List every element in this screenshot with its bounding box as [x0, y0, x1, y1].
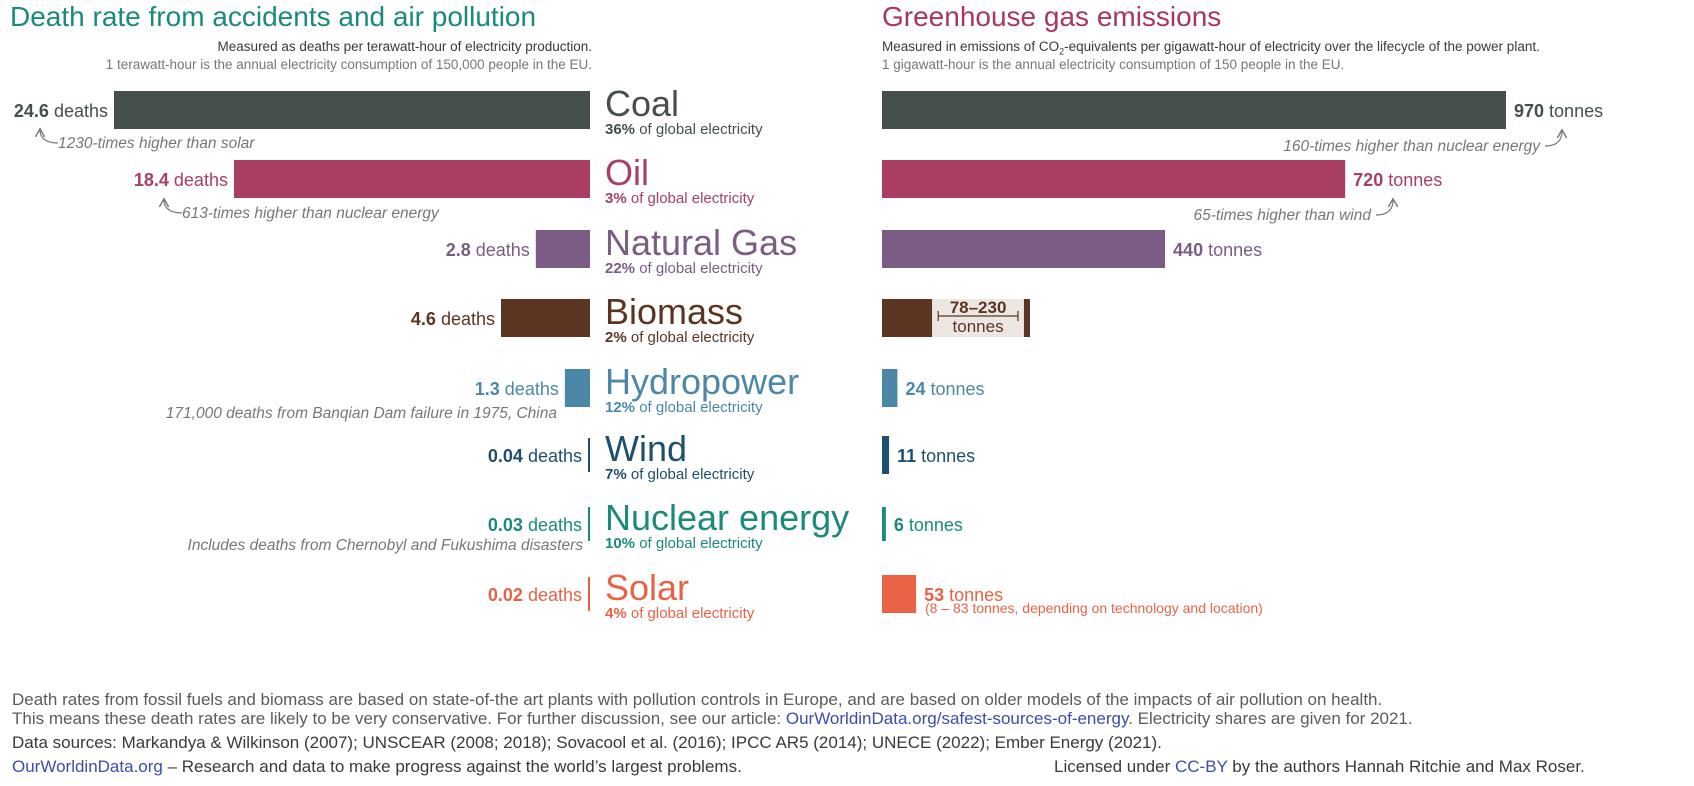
share-label-nuclear-energy: 10% of global electricity — [605, 535, 763, 552]
coal-emissions-note: 160-times higher than nuclear energy — [1283, 138, 1541, 155]
death-bar-coal — [114, 91, 590, 129]
emission-label-natural-gas: 440 tonnes — [1173, 240, 1262, 260]
license-line: Licensed under CC-BY by the authors Hann… — [1054, 757, 1585, 776]
category-name-hydropower: Hydropower — [605, 361, 799, 402]
share-label-coal: 36% of global electricity — [605, 121, 763, 138]
category-name-solar: Solar — [605, 567, 689, 608]
emission-bar-oil — [882, 160, 1346, 198]
share-label-solar: 4% of global electricity — [605, 605, 755, 622]
data-sources: Data sources: Markandya & Wilkinson (200… — [12, 733, 1162, 752]
nuclear-deaths-note: Includes deaths from Chernobyl and Fukus… — [188, 537, 584, 554]
emission-label-solar: 53 tonnes — [924, 585, 1003, 605]
biomass-range-end — [1023, 299, 1030, 337]
death-bar-natural-gas — [535, 230, 590, 268]
death-bar-solar — [588, 577, 590, 611]
death-label-solar: 0.02 deaths — [488, 585, 582, 605]
death-bar-oil — [233, 160, 591, 198]
death-label-oil: 18.4 deaths — [134, 170, 228, 190]
emission-label-hydropower: 24 tonnes — [905, 379, 984, 399]
share-label-wind: 7% of global electricity — [605, 466, 755, 483]
death-label-hydropower: 1.3 deaths — [475, 379, 559, 399]
oil-deaths-arrow — [164, 200, 183, 214]
category-name-natural-gas: Natural Gas — [605, 222, 797, 263]
emission-bar-natural-gas — [882, 230, 1166, 268]
category-name-nuclear-energy: Nuclear energy — [605, 497, 849, 538]
emission-label-oil: 720 tonnes — [1353, 170, 1442, 190]
category-name-oil: Oil — [605, 152, 649, 193]
emission-bar-hydropower — [882, 369, 898, 407]
share-label-biomass: 2% of global electricity — [605, 329, 755, 346]
hydro-deaths-note: 171,000 deaths from Banqian Dam failure … — [166, 405, 558, 422]
solar-range-note: (8 – 83 tonnes, depending on technology … — [925, 600, 1263, 616]
emission-bar-solar — [882, 575, 917, 613]
cc-by-link[interactable]: CC-BY — [1174, 757, 1228, 776]
footer-note-1: Death rates from fossil fuels and biomas… — [12, 690, 1383, 709]
emission-bar-biomass — [882, 299, 933, 337]
biomass-range-label: 78–230 — [950, 298, 1007, 317]
left-subtitle-1: Measured as deaths per terawatt-hour of … — [217, 39, 592, 54]
death-bar-wind — [588, 438, 590, 472]
right-subtitle-2: 1 gigawatt-hour is the annual electricit… — [882, 57, 1345, 72]
owid-tagline: OurWorldinData.org – Research and data t… — [12, 757, 742, 776]
footer-note-2: This means these death rates are likely … — [12, 709, 1413, 728]
death-bar-hydropower — [564, 369, 590, 407]
category-name-wind: Wind — [605, 428, 687, 469]
death-label-wind: 0.04 deaths — [488, 446, 582, 466]
death-label-biomass: 4.6 deaths — [411, 309, 495, 329]
right-chart-title: Greenhouse gas emissions — [882, 1, 1222, 32]
emission-bar-nuclear-energy — [882, 507, 886, 541]
death-label-nuclear-energy: 0.03 deaths — [488, 515, 582, 535]
coal-deaths-arrow — [40, 130, 59, 144]
owid-link[interactable]: OurWorldinData.org — [12, 757, 163, 776]
oil-deaths-note: 613-times higher than nuclear energy — [182, 205, 440, 222]
category-name-coal: Coal — [605, 83, 679, 124]
left-subtitle-2: 1 terawatt-hour is the annual electricit… — [105, 57, 592, 72]
death-label-natural-gas: 2.8 deaths — [446, 240, 530, 260]
left-chart-title: Death rate from accidents and air pollut… — [10, 1, 537, 32]
article-link[interactable]: OurWorldinData.org/safest-sources-of-ene… — [785, 709, 1129, 728]
emission-label-wind: 11 tonnes — [897, 446, 975, 466]
oil-emissions-arrow — [1375, 200, 1393, 216]
death-bar-nuclear-energy — [588, 507, 590, 541]
biomass-range-box — [932, 299, 1030, 337]
share-label-hydropower: 12% of global electricity — [605, 399, 763, 416]
oil-emissions-note: 65-times higher than wind — [1194, 207, 1373, 224]
death-label-coal: 24.6 deaths — [14, 101, 108, 121]
biomass-range-unit: tonnes — [953, 317, 1004, 336]
right-subtitle-1: Measured in emissions of CO2-equivalents… — [882, 39, 1540, 57]
emission-bar-wind — [882, 436, 890, 474]
death-bar-biomass — [500, 299, 590, 337]
emission-label-nuclear-energy: 6 tonnes — [894, 515, 963, 535]
emission-label-coal: 970 tonnes — [1514, 101, 1603, 121]
category-name-biomass: Biomass — [605, 291, 743, 332]
share-label-natural-gas: 22% of global electricity — [605, 260, 763, 277]
emission-bar-coal — [882, 91, 1506, 129]
share-label-oil: 3% of global electricity — [605, 190, 755, 207]
coal-emissions-arrow — [1544, 131, 1562, 147]
coal-deaths-note: 1230-times higher than solar — [58, 135, 255, 152]
